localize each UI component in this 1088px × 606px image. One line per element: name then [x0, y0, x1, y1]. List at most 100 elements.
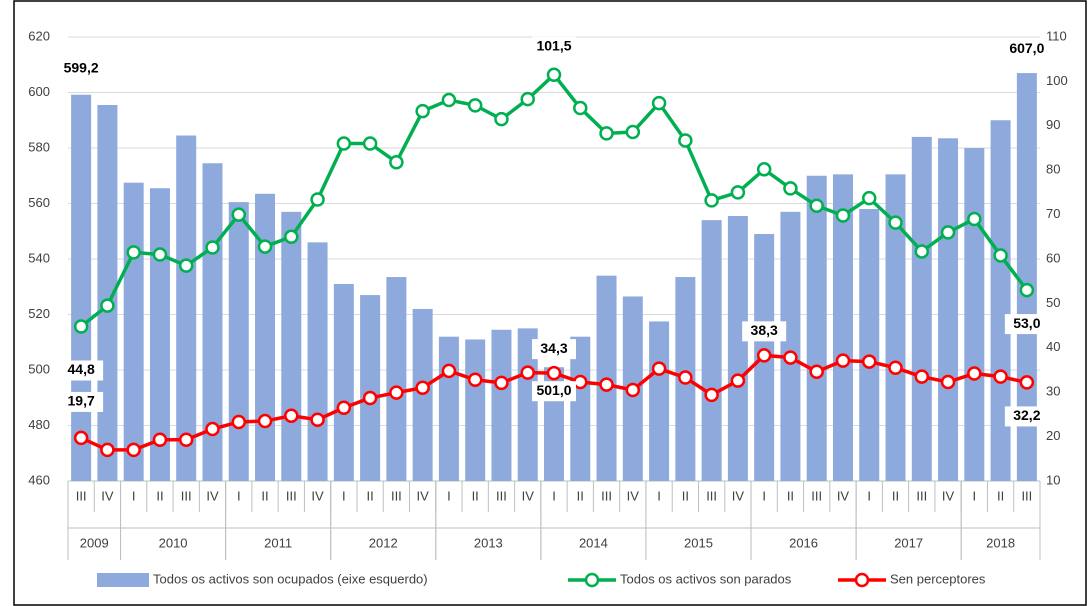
point	[284, 408, 299, 423]
y2-tick-label: 70	[1046, 206, 1060, 221]
x-tick-label: IV	[942, 488, 955, 503]
point	[573, 100, 588, 116]
value-label-bg	[1004, 406, 1049, 427]
value-label-bg	[59, 391, 104, 412]
bar	[701, 220, 722, 481]
point	[625, 124, 641, 140]
y2-tick-label: 10	[1046, 472, 1060, 487]
legend-swatch	[584, 572, 600, 588]
point	[415, 103, 430, 119]
y-tick-label: 620	[28, 28, 50, 43]
y2-tick-label: 60	[1046, 250, 1060, 265]
bar	[438, 336, 459, 481]
point	[835, 353, 851, 368]
x-tick-label: II	[156, 488, 163, 503]
bar	[832, 174, 853, 482]
year-label: 2012	[369, 535, 398, 550]
value-label: 599,2	[64, 59, 99, 75]
bar	[859, 209, 880, 482]
x-tick-label: IV	[311, 488, 324, 503]
x-tick-label: IV	[837, 488, 850, 503]
y2-tick-label: 50	[1046, 295, 1060, 310]
year-label: 2010	[159, 535, 188, 550]
point	[126, 442, 141, 458]
x-tick-label: II	[366, 488, 373, 503]
value-label: 34,3	[540, 340, 567, 356]
x-tick-label: II	[577, 488, 584, 503]
y-tick-label: 480	[28, 417, 50, 432]
x-tick-label: II	[787, 488, 794, 503]
bar	[176, 135, 197, 481]
x-tick-label: III	[601, 488, 612, 503]
x-tick-label: III	[76, 488, 87, 503]
value-label: 501,0	[536, 382, 571, 398]
point	[704, 193, 719, 208]
point	[1019, 375, 1035, 390]
y-tick-label: 540	[28, 250, 50, 265]
y2-tick-label: 30	[1046, 384, 1060, 399]
point	[152, 247, 168, 262]
bar	[149, 188, 170, 482]
value-label-bg	[1004, 314, 1049, 335]
value-label: 32,2	[1013, 407, 1040, 423]
point	[651, 361, 667, 376]
point	[730, 373, 746, 388]
year-label: 2014	[579, 535, 608, 550]
point	[599, 377, 614, 392]
x-tick-label: III	[391, 488, 402, 503]
point	[126, 245, 141, 260]
x-tick-label: III	[1021, 488, 1032, 503]
year-label: 2015	[684, 535, 713, 550]
point	[231, 414, 247, 430]
value-label: 19,7	[68, 393, 95, 409]
y2-tick-label: 110	[1046, 28, 1067, 43]
x-tick-label: III	[286, 488, 297, 503]
bar	[649, 321, 670, 481]
point	[257, 413, 273, 429]
value-label: 44,8	[68, 361, 95, 377]
point	[835, 208, 851, 223]
point	[678, 133, 693, 148]
value-label-bg	[59, 58, 104, 79]
bar	[333, 283, 354, 481]
x-tick-label: IV	[522, 488, 535, 503]
point	[441, 363, 457, 379]
year-label: 2009	[80, 535, 109, 550]
bar	[281, 211, 302, 481]
point	[967, 211, 982, 227]
y2-tick-label: 20	[1046, 428, 1060, 443]
bar	[727, 215, 748, 482]
point	[914, 369, 930, 384]
year-label: 2013	[474, 535, 503, 550]
point	[704, 387, 719, 403]
x-tick-label: III	[811, 488, 822, 503]
point	[336, 136, 352, 151]
point	[494, 375, 509, 391]
point	[205, 421, 220, 437]
point	[809, 364, 824, 380]
point	[415, 380, 430, 396]
y-tick-label: 460	[28, 472, 50, 487]
value-label: 101,5	[536, 37, 571, 53]
value-label: 607,0	[1009, 40, 1044, 56]
bar	[360, 295, 381, 481]
point	[284, 229, 299, 245]
point	[336, 400, 352, 415]
x-tick-label: III	[916, 488, 927, 503]
point	[861, 190, 877, 206]
bar	[123, 182, 144, 481]
y2-tick-label: 80	[1046, 162, 1060, 177]
point	[389, 154, 404, 170]
bar	[885, 174, 906, 482]
x-tick-label: I	[762, 488, 766, 503]
point	[310, 412, 325, 427]
point	[467, 98, 483, 113]
point	[73, 319, 89, 334]
bar	[71, 94, 92, 481]
x-tick-label: I	[973, 488, 977, 503]
legend-swatch	[97, 573, 149, 587]
bar	[255, 193, 276, 481]
point	[756, 348, 772, 363]
point	[783, 181, 798, 196]
bar	[491, 329, 512, 481]
